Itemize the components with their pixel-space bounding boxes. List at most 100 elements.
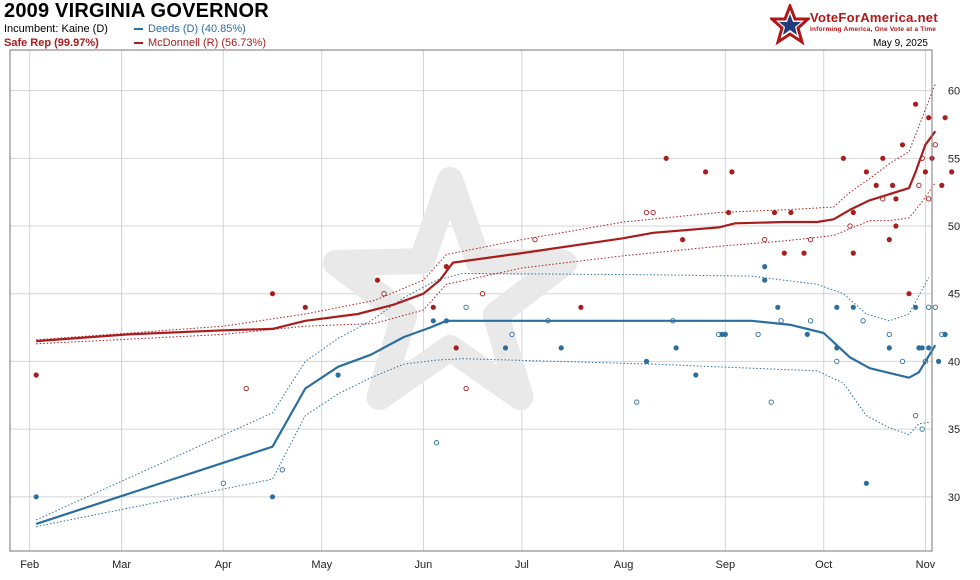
rep-poll-open [532,236,538,243]
y-axis: 30 35 40 45 50 55 60 [948,86,960,504]
rep-poll-point [850,209,856,216]
x-tick-label: Apr [215,559,232,571]
dem-poll-open [899,358,906,365]
rep-poll-open [381,291,387,297]
rep-poll-open [847,223,853,229]
dem-poll-open [932,304,938,310]
dem-poll-point [722,331,728,337]
rep-poll-point [899,142,906,148]
rep-poll-point [949,169,955,175]
dem-poll-point [804,331,810,337]
dem-poll-point [693,372,699,378]
dem-poll-open [778,318,784,324]
rep-poll-point [430,304,436,310]
rep-poll-open [762,236,768,243]
y-tick-label: 55 [948,153,960,165]
trend-lines [35,130,937,525]
rep-poll-point [942,115,948,121]
y-tick-label: 50 [948,221,960,233]
rep-poll-point [33,372,39,378]
plot-border [9,49,933,552]
rep-poll-point [893,196,899,202]
legend-swatch-dem [134,28,143,31]
incumbent-label: Incumbent: Kaine (D) [4,23,108,35]
rep-poll-point [913,101,919,107]
y-tick-label: 35 [948,424,960,436]
x-tick-label: Mar [112,559,131,571]
watermark-star-shape [322,167,578,411]
dem-poll-open [433,440,440,446]
legend-item-rep: McDonnell (R) (56.73%) [134,36,266,50]
rep-poll-open [479,291,486,297]
rep-poll-point [680,237,686,243]
rep-poll-open [932,142,938,148]
poll-points [33,101,955,500]
dem-poll-open [220,480,226,486]
rep-poll-open [916,182,922,189]
rep-poll-point [788,209,794,216]
dem-poll-point [863,480,870,486]
dem-poll-point [558,345,564,351]
rep-poll-open [807,236,814,243]
dem-poll-point [886,345,892,351]
x-tick-label: Oct [815,559,832,571]
dem-poll-open [834,358,840,365]
legend-label-rep: McDonnell (R) (56.73%) [148,37,266,49]
rep-poll-point [926,115,932,121]
dem-poll-point [926,345,932,351]
dem-trend-line [35,319,937,525]
rep-poll-point [890,182,896,188]
rep-poll-point [726,209,732,216]
plot-area [10,50,932,551]
rep-poll-point [453,345,459,351]
dem-upper-band [35,272,930,521]
rep-poll-point [850,250,856,256]
rep-poll-point [374,277,381,283]
dem-poll-open [463,304,469,310]
y-tick-label: 40 [948,356,960,368]
rep-trend-line [36,130,937,343]
y-tick-label: 45 [948,289,960,301]
dem-poll-open [807,318,814,324]
rep-lower-band [36,182,936,345]
rep-poll-open [463,385,469,392]
rep-poll-point [781,250,787,256]
dem-poll-point [936,358,942,364]
rep-poll-open [643,209,650,216]
dem-poll-point [502,345,509,351]
dem-poll-point [850,304,856,310]
rep-poll-point [873,182,879,188]
rep-poll-open [650,209,656,216]
rep-poll-point [663,155,669,161]
dem-poll-point [673,345,679,351]
dem-poll-open [279,467,285,473]
x-tick-label: Jul [515,559,529,571]
dem-poll-open [634,399,640,405]
x-tick-label: Nov [916,559,936,571]
star-logo-icon [768,1,812,46]
dem-poll-point [834,304,840,310]
rep-poll-point [302,304,308,310]
dem-poll-open [768,399,774,405]
rep-poll-point [886,237,892,243]
dem-poll-open [755,331,761,338]
dem-poll-point [919,345,925,351]
rep-poll-point [939,182,945,188]
rep-poll-point [863,169,870,175]
rep-poll-point [269,291,276,297]
dem-poll-point [762,277,768,283]
x-tick-label: Feb [20,559,39,571]
y-tick-label: 30 [948,492,960,504]
dem-poll-point [775,304,781,310]
dem-poll-open [860,318,866,324]
rep-poll-open [926,196,932,202]
confidence-bands [35,83,936,528]
rep-poll-point [893,223,899,229]
brand-logo[interactable]: VoteForAmerica.net Informing America, On… [768,1,970,48]
rep-poll-point [906,291,912,297]
legend-swatch-rep [134,42,143,45]
dem-poll-open [912,412,919,419]
page-title: 2009 VIRGINIA GOVERNOR [4,0,269,22]
dem-poll-point [430,318,436,324]
